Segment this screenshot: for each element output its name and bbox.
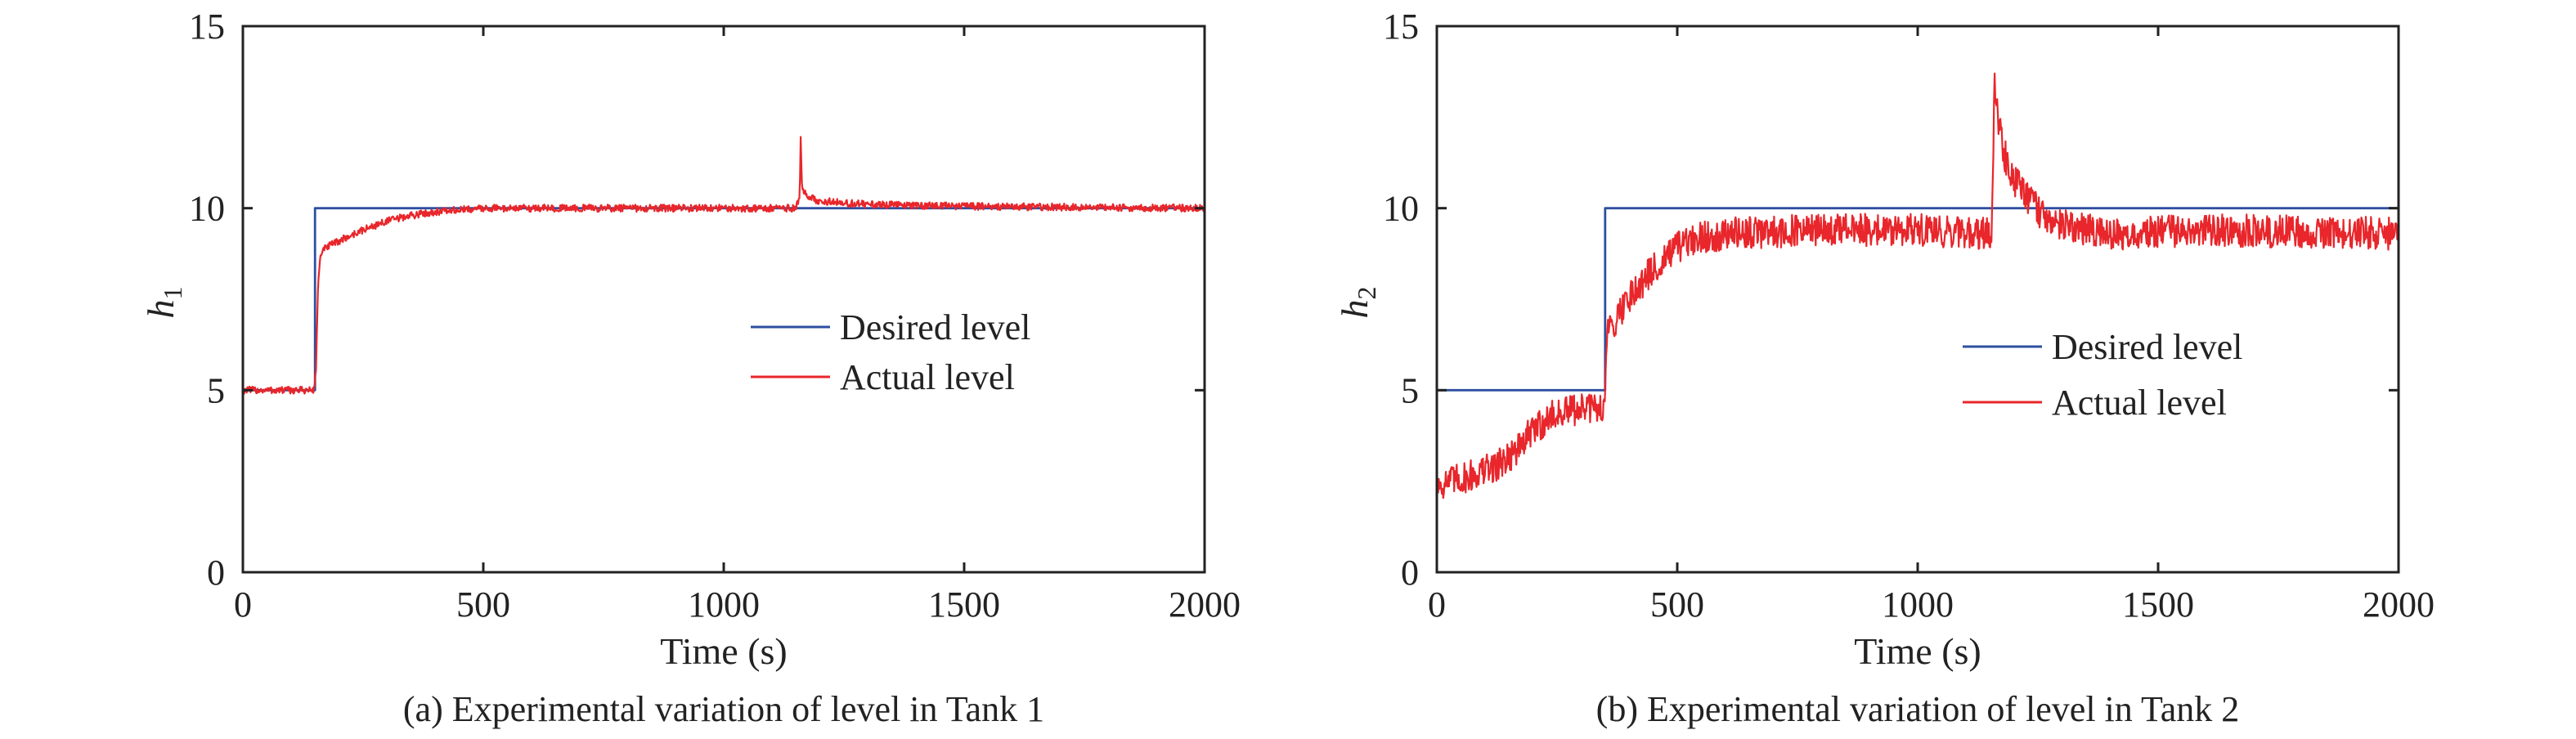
series-line-desired-level (1437, 207, 2399, 392)
x-tick-label: 1000 (688, 584, 760, 625)
chart-panel-b: 0 500 1000 1500 2000 0 5 10 15 h2 Time (s) (b) E… (1334, 7, 2435, 729)
series-line-actual-level (1435, 72, 2400, 499)
series-line-actual-level (241, 136, 1206, 395)
ticks-layer: 0 500 1000 1500 2000 0 5 10 15 (189, 7, 1241, 625)
y-tick-label: 5 (1401, 370, 1419, 410)
y-tick-label: 0 (1401, 553, 1419, 593)
legend: Desired level Actual level (751, 307, 1030, 397)
x-tick-label: 1500 (2122, 584, 2194, 625)
x-axis-label: Time (s) (660, 630, 788, 672)
x-tick-label: 500 (456, 584, 510, 625)
chart-caption: (a) Experimental variation of level in T… (403, 689, 1044, 729)
legend-label-actual: Actual level (2052, 383, 2227, 423)
legend-label-actual: Actual level (840, 357, 1015, 397)
x-tick-label: 500 (1650, 584, 1704, 625)
plot-frame (241, 25, 1206, 574)
y-axis-label: h1 (140, 287, 187, 319)
x-tick-label: 0 (1428, 584, 1446, 625)
plot-frame (1435, 25, 2400, 574)
y-tick-label: 10 (189, 189, 225, 229)
x-axis-label: Time (s) (1854, 630, 1981, 672)
x-tick-label: 0 (234, 584, 252, 625)
y-tick-label: 10 (1383, 189, 1419, 229)
chart-caption: (b) Experimental variation of level in T… (1596, 689, 2240, 729)
legend-label-desired: Desired level (2052, 327, 2242, 367)
x-tick-label: 1500 (928, 584, 1000, 625)
ticks-layer: 0 500 1000 1500 2000 0 5 10 15 (1383, 7, 2435, 625)
x-tick-label: 1000 (1882, 584, 1954, 625)
legend: Desired level Actual level (1963, 327, 2242, 423)
chart-panel-a: 0 500 1000 1500 2000 0 5 10 15 h1 Time (s) (a) E… (140, 7, 1241, 729)
x-tick-label: 2000 (1169, 584, 1241, 625)
y-tick-label: 5 (207, 370, 225, 410)
y-tick-label: 15 (1383, 7, 1419, 47)
x-tick-label: 2000 (2363, 584, 2435, 625)
y-axis-label: h2 (1334, 287, 1381, 319)
series-line-desired-level (243, 207, 1205, 392)
series-layer (241, 136, 1206, 395)
y-tick-label: 15 (189, 7, 225, 47)
y-tick-label: 0 (207, 553, 225, 593)
series-layer (1435, 72, 2400, 499)
legend-label-desired: Desired level (840, 307, 1030, 347)
